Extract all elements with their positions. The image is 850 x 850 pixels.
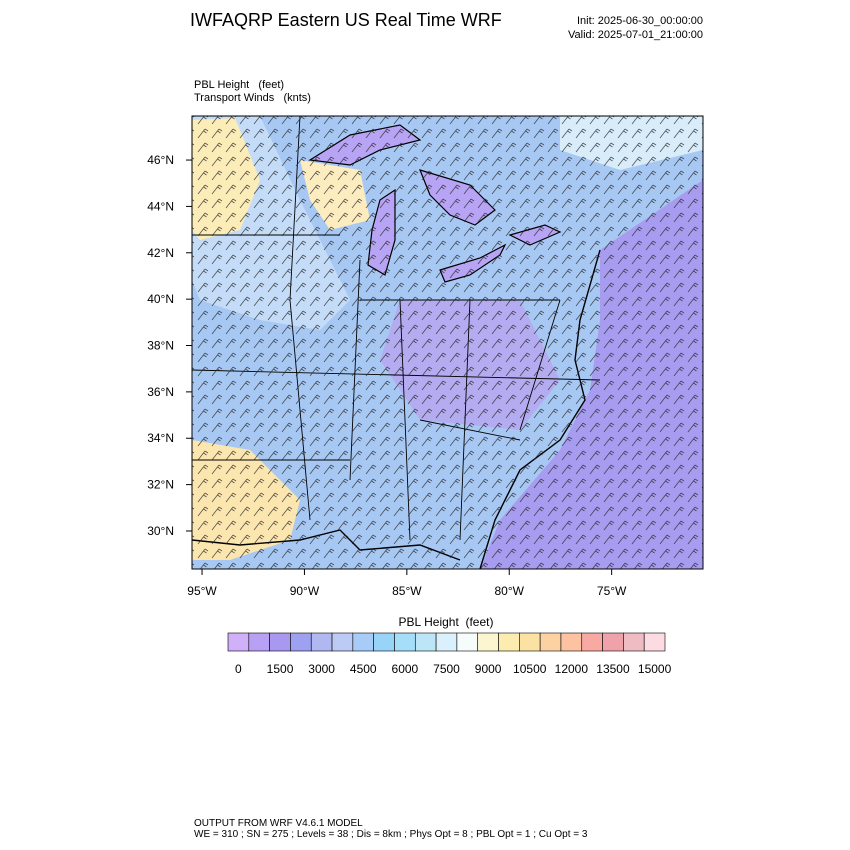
footer-settings: WE = 310 ; SN = 275 ; Levels = 38 ; Dis … xyxy=(194,829,588,840)
x-tick-label: 75°W xyxy=(597,584,627,598)
wind-label: Transport Winds (knts) xyxy=(194,92,311,104)
colorbar-box xyxy=(602,632,624,652)
colorbar-box xyxy=(519,632,541,652)
colorbar-tick-label: 4500 xyxy=(350,662,377,676)
colorbar-tick-label: 6000 xyxy=(392,662,419,676)
y-tick-label: 30°N xyxy=(147,524,174,538)
x-tick-label: 85°W xyxy=(392,584,422,598)
colorbar-tick-label: 13500 xyxy=(596,662,630,676)
colorbar-box xyxy=(456,632,479,652)
init-time: Init: 2025-06-30_00:00:00 xyxy=(577,15,703,27)
colorbar-box xyxy=(435,632,458,652)
colorbar-tick-label: 12000 xyxy=(555,662,589,676)
valid-time: Valid: 2025-07-01_21:00:00 xyxy=(568,29,703,41)
colorbar-box xyxy=(269,632,291,652)
y-tick-label: 44°N xyxy=(147,199,174,213)
colorbar-box xyxy=(414,632,437,652)
y-tick-label: 32°N xyxy=(147,478,174,492)
colorbar-tick-label: 15000 xyxy=(638,662,672,676)
colorbar-tick-label: 7500 xyxy=(433,662,460,676)
x-tick-label: 90°W xyxy=(290,584,320,598)
colorbar-box xyxy=(290,632,312,652)
y-tick-label: 34°N xyxy=(147,431,174,445)
colorbar-box xyxy=(227,632,250,652)
colorbar-tick-label: 9000 xyxy=(475,662,502,676)
y-tick-label: 36°N xyxy=(147,385,174,399)
colorbar-box xyxy=(539,632,562,652)
colorbar-tick-label: 1500 xyxy=(267,662,294,676)
x-tick-label: 95°W xyxy=(187,584,217,598)
colorbar-tick-label: 3000 xyxy=(308,662,335,676)
colorbar-box xyxy=(394,632,416,652)
colorbar-tick-label: 10500 xyxy=(513,662,547,676)
title: IWFAQRP Eastern US Real Time WRF xyxy=(190,10,502,30)
y-tick-label: 46°N xyxy=(147,153,174,167)
colorbar-box xyxy=(498,632,520,652)
colorbar-box xyxy=(352,632,374,652)
y-tick-label: 40°N xyxy=(147,292,174,306)
colorbar-box xyxy=(373,632,395,652)
footer-model: OUTPUT FROM WRF V4.6.1 MODEL xyxy=(194,818,363,829)
colorbar-box xyxy=(310,632,333,652)
map-frame xyxy=(191,115,704,570)
x-tick-label: 80°W xyxy=(495,584,525,598)
colorbar-box xyxy=(581,632,603,652)
field-label: PBL Height (feet) xyxy=(194,79,284,91)
y-tick-label: 38°N xyxy=(147,339,174,353)
map xyxy=(192,116,703,569)
y-tick-label: 42°N xyxy=(147,246,174,260)
colorbar-box xyxy=(477,632,499,652)
colorbar-box xyxy=(560,632,583,652)
colorbar-box xyxy=(623,632,645,652)
colorbar-title: PBL Height (feet) xyxy=(399,615,494,629)
wind-barbs xyxy=(192,116,703,569)
colorbar-box xyxy=(331,632,354,652)
colorbar-tick-label: 0 xyxy=(235,662,242,676)
colorbar-box xyxy=(248,632,270,652)
colorbar-box xyxy=(643,632,666,652)
